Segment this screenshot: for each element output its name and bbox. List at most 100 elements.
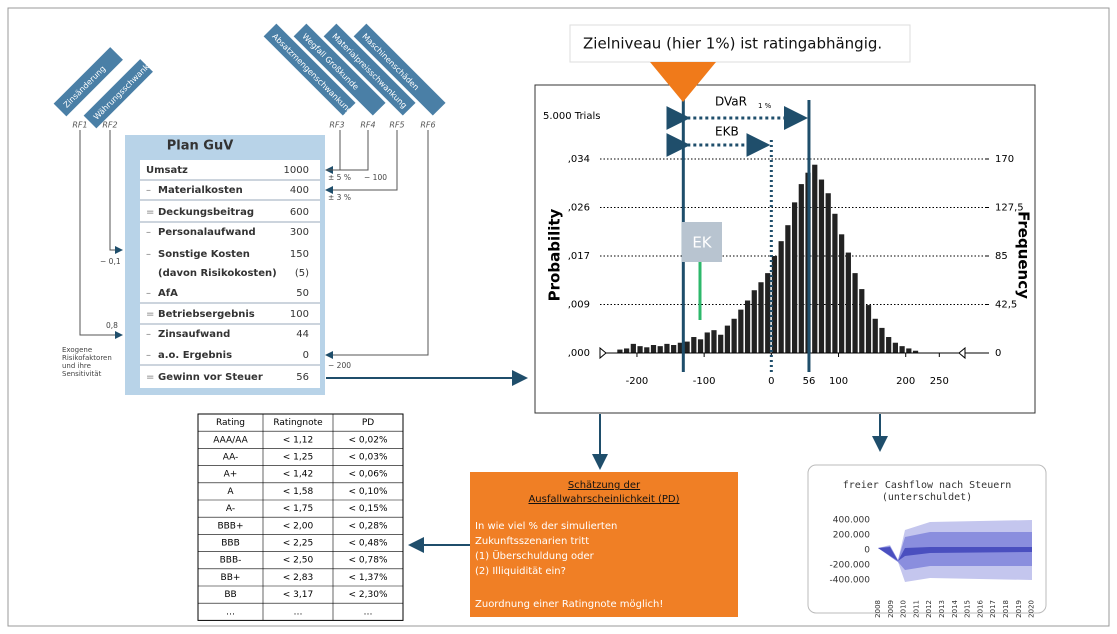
bar	[751, 290, 757, 353]
row-value: 0	[303, 350, 309, 361]
table-cell: BB+	[221, 573, 241, 583]
y2-label: Frequency	[1015, 211, 1033, 299]
pd-footer: Zuordnung einer Ratingnote möglich!	[475, 599, 663, 610]
bar	[704, 332, 710, 353]
row-value: 50	[296, 288, 309, 299]
row-value: 400	[290, 185, 309, 196]
rf-label: RF6	[420, 121, 435, 130]
x-tick-label: 56	[803, 376, 816, 387]
rf-label: RF2	[102, 121, 117, 130]
y2-tick-label: 127,5	[995, 203, 1024, 214]
rf-label: RF1	[72, 121, 87, 130]
cf-year: 2010	[900, 600, 908, 618]
bar	[677, 342, 683, 353]
plan-rows: Umsatz 1000– Materialkosten 400= Deckungsbei…	[140, 165, 320, 383]
bar	[637, 346, 643, 353]
y2-tick-label: 170	[995, 154, 1014, 165]
y-tick-label: ,034	[568, 154, 590, 165]
row-label: Zinsaufwand	[158, 329, 230, 340]
table-cell: …	[294, 607, 303, 617]
table-cell: < 1,25	[283, 453, 313, 463]
row-label: Materialkosten	[158, 185, 243, 196]
row-prefix: –	[146, 329, 151, 340]
pd-title: Ausfallwahrscheinlichkeit (PD)	[528, 494, 679, 505]
table-cell: BB	[224, 590, 236, 600]
row-value: 100	[290, 309, 309, 320]
flow-arrows	[326, 370, 888, 553]
bar	[899, 346, 905, 353]
cf-year: 2019	[1015, 600, 1023, 618]
bar	[912, 350, 919, 353]
row-value: 300	[290, 227, 309, 238]
y-tick-label: ,017	[568, 251, 590, 262]
row-value: (5)	[295, 268, 309, 279]
row-label: Deckungsbeitrag	[158, 207, 254, 218]
table-cell: < 0,02%	[349, 435, 388, 445]
cf-year: 2011	[912, 600, 920, 618]
rf-label: RF3	[329, 121, 344, 130]
bar	[657, 346, 663, 353]
bar	[731, 318, 737, 353]
row-prefix: –	[146, 249, 151, 260]
bar	[765, 273, 771, 353]
bar	[778, 241, 784, 353]
histogram: ,000 ,009 ,017 ,026 ,034 0 42,5 85 127,5 170 -200 -…	[543, 95, 1033, 388]
bar	[825, 193, 831, 353]
cf-y-label: -200.000	[830, 561, 871, 571]
note-line: und ihre	[62, 362, 91, 370]
cf-year: 2020	[1028, 600, 1036, 618]
bar	[852, 273, 858, 353]
cf-year: 2017	[989, 600, 997, 618]
cf-y-label: 200.000	[833, 531, 870, 541]
row-label: a.o. Ergebnis	[158, 350, 232, 361]
y-tick-label: ,000	[568, 348, 590, 359]
bar	[697, 339, 704, 353]
bar	[832, 213, 838, 353]
bar	[839, 234, 845, 353]
row-label: AfA	[158, 288, 178, 299]
fan-chart	[878, 520, 1032, 582]
sensitivity: − 0,1	[100, 257, 121, 266]
y-tick-label: ,009	[568, 300, 590, 311]
x-tick-label: 250	[930, 376, 949, 387]
bar	[630, 343, 636, 353]
x-tick-label: 200	[896, 376, 915, 387]
bar	[644, 347, 650, 353]
connectors	[79, 130, 429, 359]
row-label: Sonstige Kosten	[158, 249, 250, 260]
banner-bg	[53, 47, 123, 117]
row-label: Personalaufwand	[158, 227, 256, 238]
bar	[671, 345, 677, 353]
row-label: (davon Risikokosten)	[158, 268, 277, 279]
bar	[664, 343, 670, 353]
row-value: 1000	[284, 165, 309, 176]
axis-marker	[958, 346, 966, 360]
sensitivity: ± 3 %	[328, 193, 351, 202]
bar	[785, 225, 791, 353]
table-cell: < 0,48%	[349, 539, 388, 549]
ek-box	[682, 222, 722, 262]
target-triangle	[650, 62, 716, 102]
bar	[724, 325, 731, 353]
pd-text: Schätzung der Ausfallwahrscheinlichkeit (…	[475, 480, 680, 610]
note-line: Sensitivität	[62, 370, 102, 378]
row-prefix: –	[146, 350, 151, 361]
plan-title: Plan GuV	[167, 139, 234, 154]
bar	[906, 348, 912, 353]
table-cell: A	[227, 487, 234, 497]
sensitivity: 0,8	[106, 321, 118, 330]
pd-line: (2) Illiquidität ein?	[475, 566, 566, 577]
cf-title: freier Cashflow nach Steuern	[843, 480, 1012, 491]
table-cell: BBB	[221, 539, 240, 549]
dvar-sub: 1 %	[758, 102, 772, 110]
row-prefix: =	[146, 372, 154, 383]
cf-year: 2008	[874, 600, 882, 618]
bar	[744, 300, 751, 353]
row-value: 150	[290, 249, 309, 260]
ekb-label: EKB	[715, 125, 739, 139]
bar	[812, 164, 818, 353]
table-cell: < 0,10%	[349, 487, 388, 497]
bar	[892, 342, 898, 353]
